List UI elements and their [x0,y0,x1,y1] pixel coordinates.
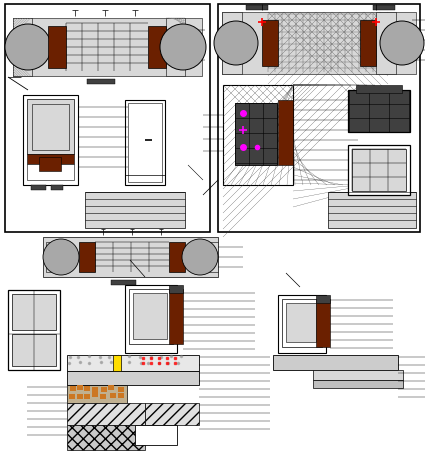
Bar [222,12,242,74]
Bar [348,90,410,132]
Bar [85,192,185,228]
Bar [48,26,66,68]
Bar [111,280,136,285]
Bar [169,289,183,344]
Bar [246,5,268,10]
Bar [203,242,218,272]
Bar [235,103,277,165]
Bar [92,392,98,397]
Bar [51,185,63,190]
Bar [286,303,316,342]
Bar [169,242,185,272]
Bar [316,295,330,303]
Bar [84,394,90,399]
Bar [145,403,199,425]
Bar [356,85,402,93]
Bar [352,149,406,191]
Bar [27,99,74,154]
Bar [84,386,90,391]
Bar [273,355,398,370]
Bar [67,355,199,371]
Bar [169,285,183,293]
Bar [166,18,185,76]
Bar [67,425,145,450]
Bar [348,145,410,195]
Bar [218,4,420,232]
Bar [135,425,177,445]
Bar [128,103,162,182]
Bar [118,393,124,398]
Bar [262,20,278,66]
Bar [87,79,115,84]
Bar [118,387,124,392]
Bar [67,385,127,403]
Bar [125,285,177,353]
Bar [113,355,121,371]
Bar [100,394,106,399]
Bar [360,20,376,66]
Bar [222,12,416,74]
Bar [69,394,75,399]
Bar [31,185,46,190]
Bar [376,12,396,74]
Bar [27,154,74,164]
Bar [12,334,56,366]
Bar [39,157,61,171]
Bar [12,294,56,330]
Bar [43,237,218,277]
Bar [313,370,403,380]
Circle shape [182,239,218,275]
Bar [77,394,83,399]
Bar [282,299,322,347]
Circle shape [160,24,206,70]
Bar [125,100,165,185]
Bar [23,95,78,185]
Circle shape [5,24,51,70]
Bar [328,192,416,228]
Bar [5,4,210,232]
Bar [67,403,145,425]
Bar [92,387,98,392]
Bar [32,104,69,150]
Bar [373,5,395,10]
Bar [8,290,60,370]
Bar [79,242,95,272]
Bar [133,293,167,339]
Bar [13,18,32,76]
Circle shape [43,239,79,275]
Bar [27,164,74,180]
Bar [148,26,166,68]
Bar [13,18,202,76]
Bar [108,385,114,390]
Bar [110,393,116,398]
Bar [278,295,326,353]
Circle shape [380,21,424,65]
Circle shape [214,21,258,65]
Bar [129,289,173,344]
Bar [77,385,83,390]
Bar [278,100,293,165]
Bar [46,242,61,272]
Bar [316,299,330,347]
Bar [67,371,199,385]
Bar [101,387,107,392]
Bar [70,386,76,391]
Bar [223,85,293,185]
Bar [313,380,403,388]
